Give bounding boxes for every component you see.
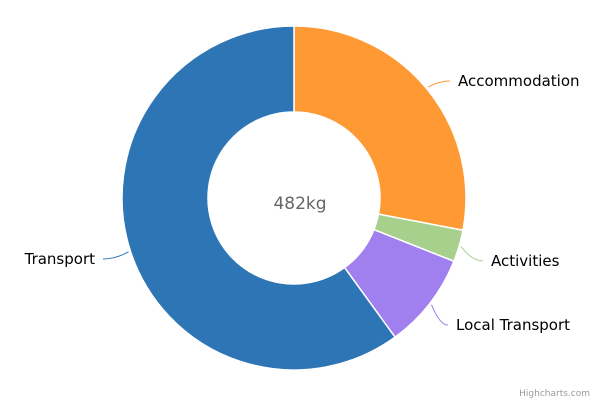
- center-total-label: 482kg: [273, 194, 326, 214]
- label-transport: Transport: [24, 250, 96, 268]
- connector-accommodation: [427, 80, 451, 88]
- labels-group: Accommodation Activities Local Transport Tr…: [24, 72, 580, 334]
- slices-group: [121, 25, 467, 371]
- label-accommodation: Accommodation: [458, 72, 580, 90]
- label-activities: Activities: [491, 252, 560, 270]
- label-local-transport: Local Transport: [456, 316, 570, 334]
- connector-activities: [460, 246, 484, 262]
- slice-transport[interactable]: [121, 25, 397, 371]
- connector-transport: [102, 251, 129, 260]
- connector-local-transport: [431, 304, 449, 326]
- connectors-group: [102, 80, 484, 326]
- credit-link[interactable]: Highcharts.com: [519, 389, 590, 399]
- slice-accommodation[interactable]: [293, 25, 467, 232]
